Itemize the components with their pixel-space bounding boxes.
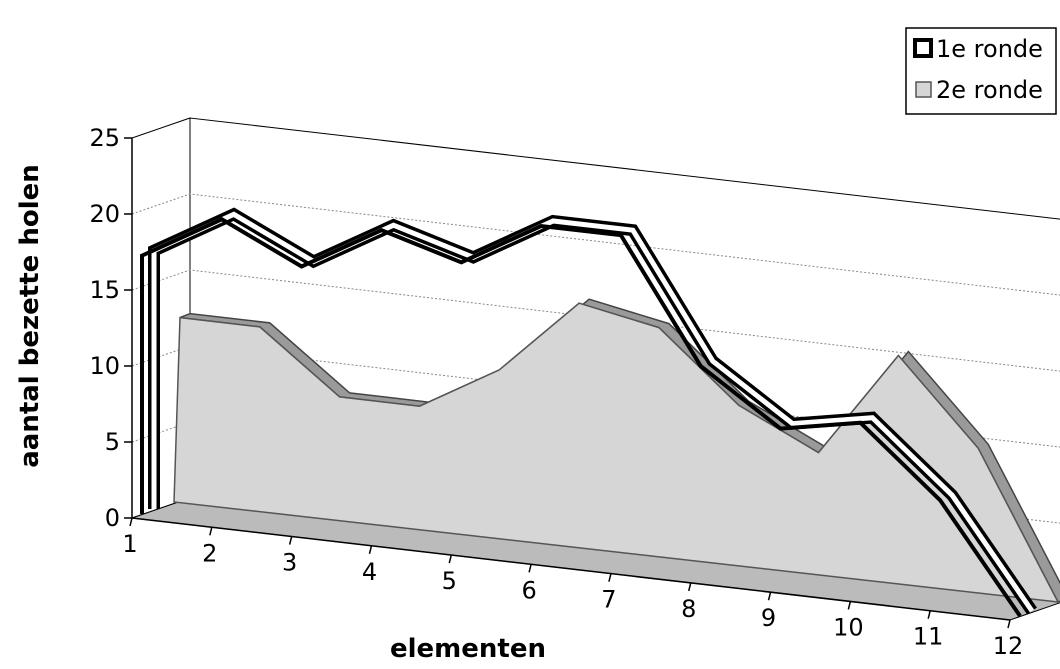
x-axis: 1 2 3 4 5 6 7 8 9 10 11 12 bbox=[122, 517, 1024, 660]
x-tick-mark bbox=[448, 554, 453, 564]
y-axis: 0 5 10 15 20 25 bbox=[89, 124, 133, 532]
y-tick-label: 5 bbox=[105, 428, 120, 456]
x-axis-title: elementen bbox=[390, 634, 546, 664]
x-tick-label: 5 bbox=[442, 567, 457, 595]
x-tick-label: 10 bbox=[833, 613, 864, 641]
x-tick-label: 9 bbox=[761, 604, 776, 632]
x-tick-mark bbox=[847, 601, 852, 610]
x-tick-mark bbox=[129, 517, 133, 527]
x-axis-line bbox=[131, 517, 1011, 621]
series-2e-ronde bbox=[173, 298, 1060, 603]
x-tick-mark bbox=[927, 610, 931, 619]
y-tick-label: 25 bbox=[89, 124, 120, 152]
series-1e-ronde-line bbox=[140, 217, 1022, 618]
legend-swatch-2e-ronde bbox=[915, 81, 932, 98]
x-tick-label: 8 bbox=[681, 595, 696, 623]
x-tick-label: 6 bbox=[521, 576, 536, 604]
legend-label-1e-ronde: 1e ronde bbox=[936, 35, 1043, 63]
x-tick-label: 3 bbox=[282, 549, 297, 577]
x-tick-mark bbox=[767, 591, 772, 601]
legend: 1e ronde 2e ronde bbox=[905, 27, 1057, 115]
x-tick-label: 11 bbox=[913, 623, 944, 651]
y-tick-label: 0 bbox=[105, 504, 120, 532]
y-axis-title: aantal bezette holen bbox=[15, 164, 45, 468]
x-tick-mark bbox=[368, 545, 373, 555]
series-1e-ronde-ribbon bbox=[151, 211, 1035, 613]
series-2e-ronde-area bbox=[173, 302, 1060, 603]
x-tick-label: 7 bbox=[601, 586, 616, 614]
x-tick-label: 4 bbox=[362, 558, 377, 586]
legend-swatch-1e-ronde bbox=[913, 38, 933, 58]
y-tick-label: 10 bbox=[89, 352, 120, 380]
x-tick-mark bbox=[608, 573, 612, 582]
x-tick-mark bbox=[288, 536, 293, 545]
x-tick-mark bbox=[687, 582, 692, 592]
x-tick-label: 1 bbox=[122, 530, 137, 558]
x-tick-mark bbox=[209, 527, 213, 536]
x-tick-mark bbox=[1007, 619, 1011, 629]
y-tick-label: 20 bbox=[89, 200, 120, 228]
series-1e-ronde bbox=[140, 207, 1037, 618]
x-tick-label: 12 bbox=[993, 632, 1024, 660]
legend-label-2e-ronde: 2e ronde bbox=[936, 76, 1043, 104]
gridline bbox=[131, 193, 1060, 296]
x-tick-mark bbox=[528, 564, 532, 573]
x-tick-label: 2 bbox=[202, 539, 217, 567]
y-tick-label: 15 bbox=[89, 276, 120, 304]
